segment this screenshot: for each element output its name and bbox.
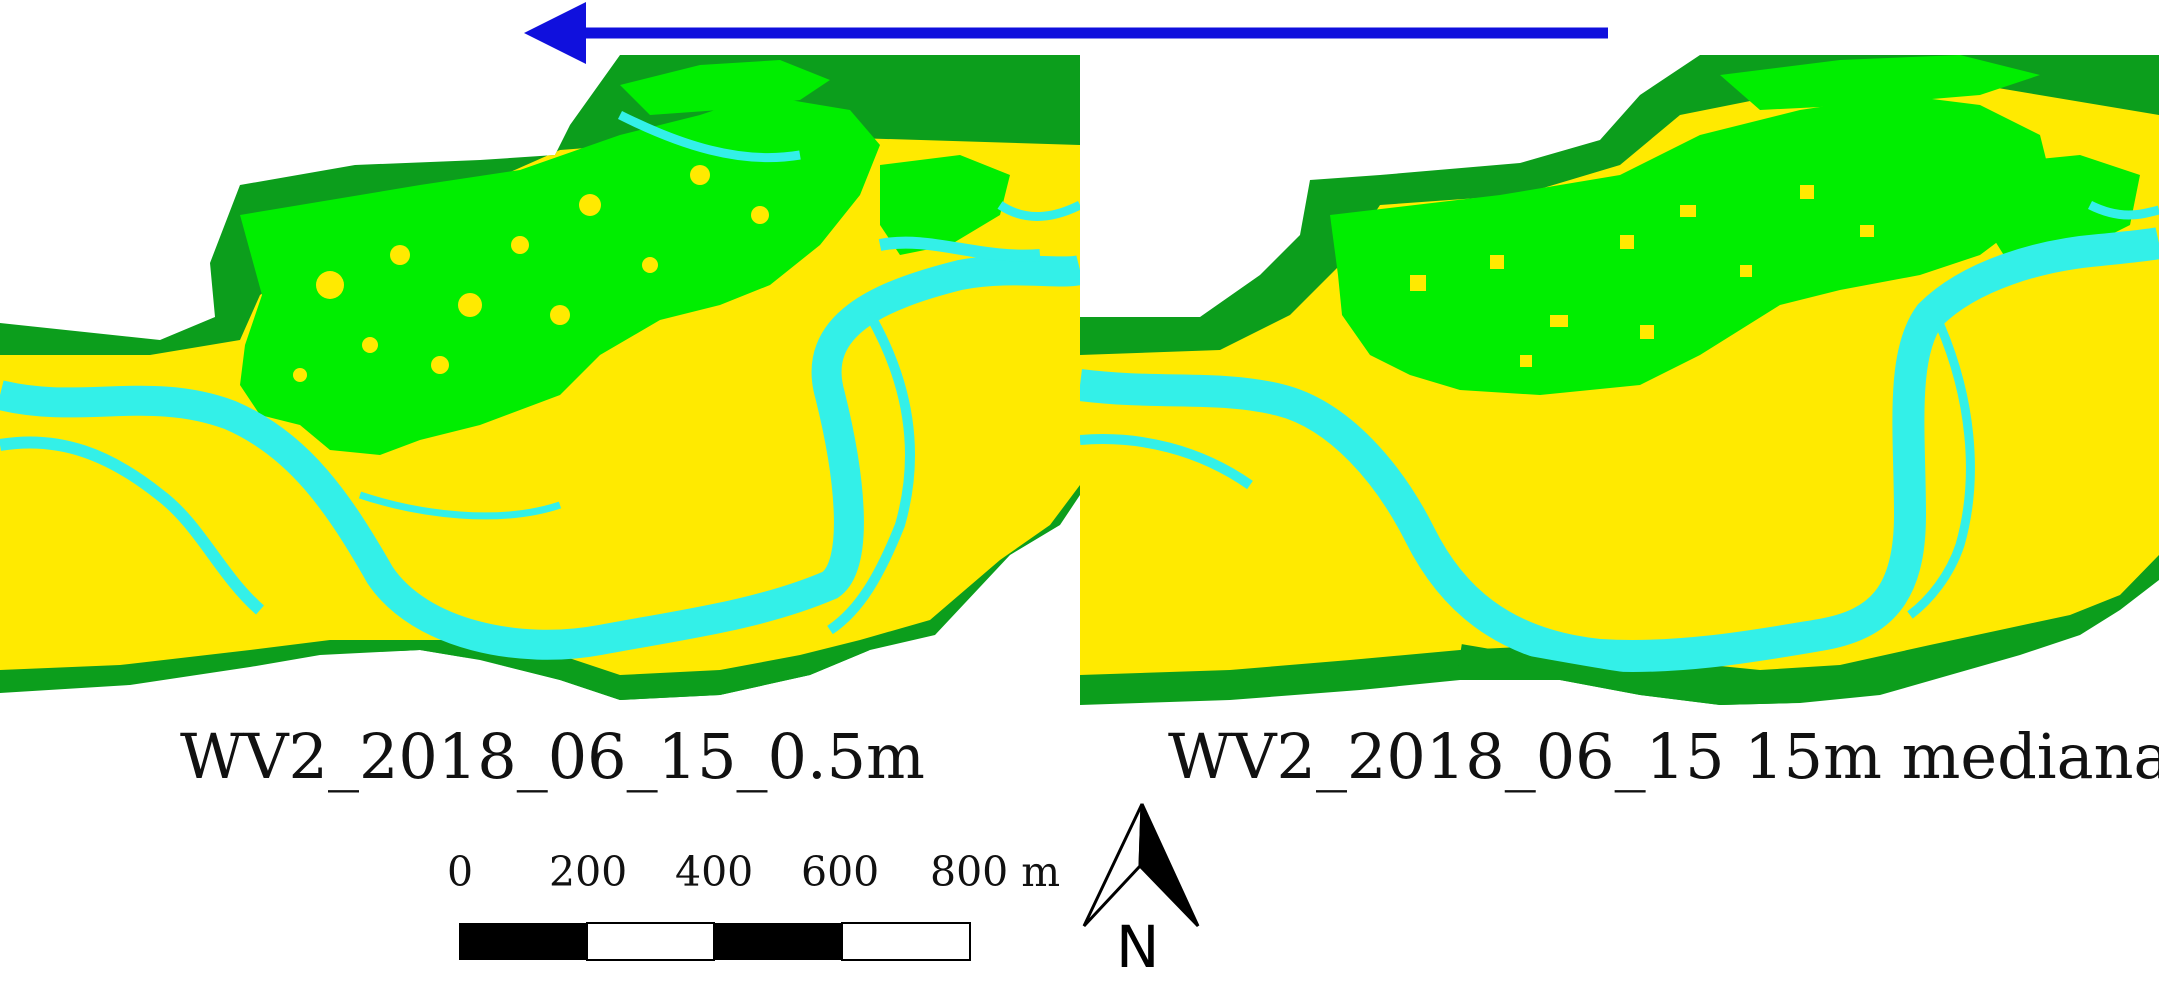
scale-segment-2: [586, 922, 715, 961]
scale-bar: [459, 922, 971, 961]
scale-segment-3: [714, 923, 842, 960]
north-arrow-icon: [1082, 803, 1200, 928]
north-label: N: [1116, 913, 1160, 981]
scale-tick-800: 800 m: [930, 848, 1061, 896]
panel-title-left: WV2_2018_06_15_0.5m: [180, 720, 925, 793]
flow-direction-arrow-icon: [524, 2, 1608, 64]
scale-segment-1: [459, 923, 587, 960]
scale-tick-600: 600: [801, 848, 880, 896]
panel-title-right: WV2_2018_06_15 15m mediana: [1168, 720, 2159, 793]
scale-segment-4: [841, 922, 971, 961]
classification-map-right: [1080, 55, 2159, 705]
scale-tick-0: 0: [447, 848, 474, 896]
scale-tick-200: 200: [549, 848, 628, 896]
classification-map-left: [0, 55, 1080, 700]
scale-tick-400: 400: [675, 848, 754, 896]
